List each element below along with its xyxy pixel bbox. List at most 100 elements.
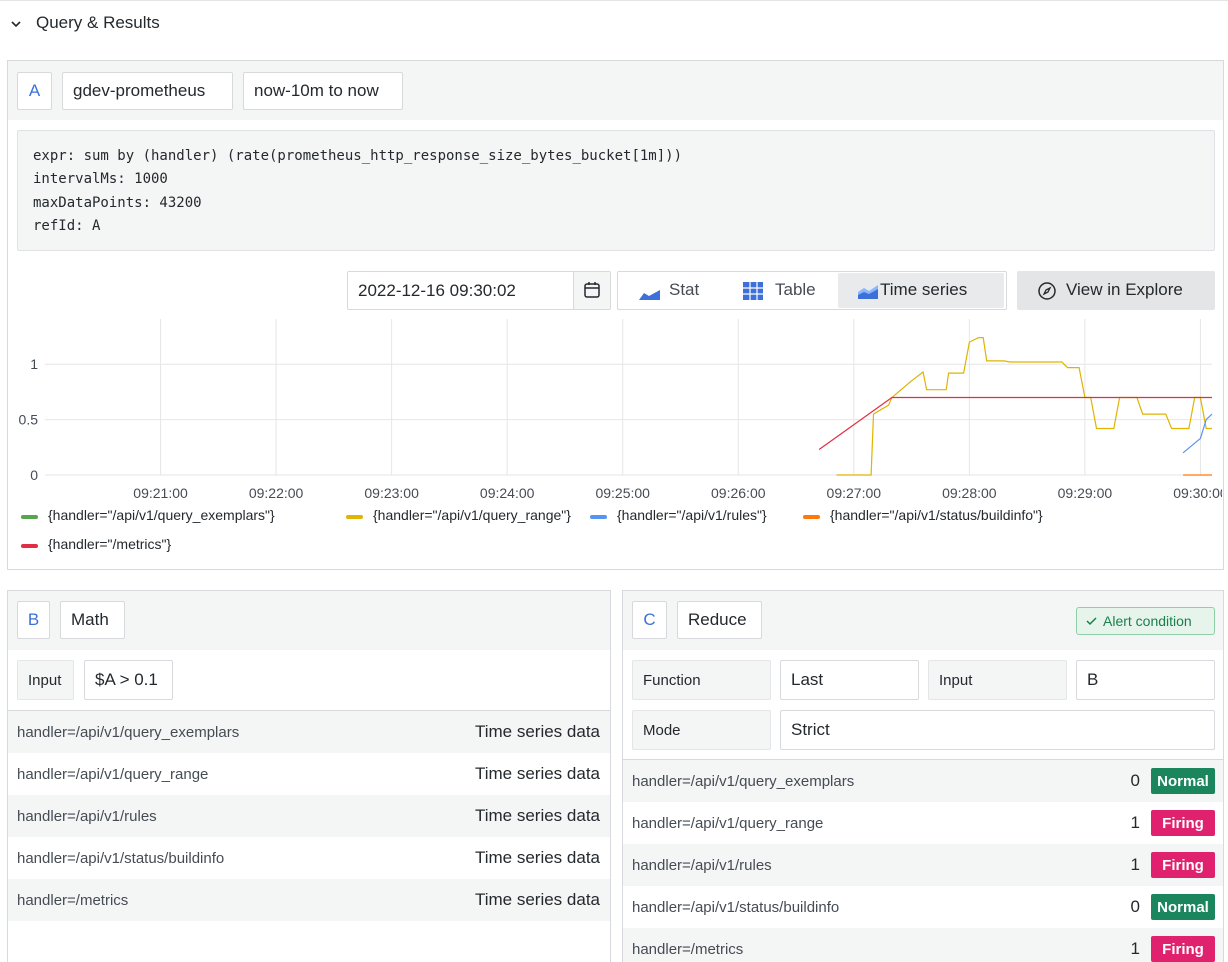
query-code: expr: sum by (handler) (rate(prometheus_… [17, 130, 1215, 251]
top-border [0, 0, 1228, 1]
code-line: expr: sum by (handler) (rate(prometheus_… [33, 148, 683, 164]
x-tick-label: 09:29:00 [1058, 485, 1113, 501]
refid: C [632, 601, 667, 639]
series-label: handler=/metrics [17, 891, 129, 909]
series-label: handler=/api/v1/rules [17, 807, 157, 825]
result-row [623, 844, 1223, 886]
input-select[interactable]: B [1076, 660, 1215, 700]
y-tick-label: 0.5 [19, 412, 39, 428]
y-tick-label: 1 [30, 356, 38, 372]
expression-type: Math [60, 601, 125, 639]
code-line: intervalMs: 1000 [33, 171, 168, 188]
result-row [623, 886, 1223, 928]
y-tick-label: 0 [30, 467, 38, 483]
state-badge: Firing [1151, 810, 1215, 836]
series-line [836, 337, 1212, 476]
result-row [8, 837, 610, 879]
result-row [623, 760, 1223, 802]
x-tick-label: 09:28:00 [942, 485, 997, 501]
series-type: Time series data [474, 764, 600, 783]
state-badge: Firing [1151, 852, 1215, 878]
x-tick-label: 09:23:00 [364, 485, 419, 501]
input-label: Input [17, 660, 74, 700]
view-tab[interactable]: Time series [880, 280, 968, 299]
legend-label[interactable]: {handler="/api/v1/query_exemplars"} [48, 507, 275, 523]
query-panel [7, 60, 1224, 570]
series-label: handler=/api/v1/query_range [632, 814, 824, 832]
state-badge: Normal [1151, 768, 1215, 794]
calendar-icon [584, 282, 600, 298]
state-badge: Firing [1151, 936, 1215, 962]
series-label: handler=/api/v1/query_exemplars [17, 723, 240, 741]
view-in-explore-label[interactable]: View in Explore [1066, 280, 1183, 299]
function-label: Function [632, 660, 771, 700]
series-label: handler=/metrics [632, 940, 744, 958]
legend-label[interactable]: {handler="/api/v1/query_range"} [373, 507, 571, 523]
stat-icon [639, 290, 660, 300]
series-type: Time series data [474, 848, 600, 867]
time-series-icon [858, 285, 878, 299]
table-divider [623, 759, 1223, 760]
code-line: refId: A [33, 217, 101, 234]
mode-select[interactable]: Strict [780, 710, 1215, 750]
legend-label[interactable]: {handler="/api/v1/status/buildinfo"} [830, 507, 1043, 523]
calendar-button[interactable] [573, 272, 610, 309]
series-value: 0 [1130, 771, 1140, 790]
time-range: now-10m to now [243, 72, 403, 110]
legend-swatch [21, 515, 38, 519]
result-row [623, 802, 1223, 844]
table-divider [8, 710, 610, 711]
expression-input[interactable]: $A > 0.1 [84, 660, 173, 700]
section-title[interactable]: Query & Results [36, 13, 160, 32]
refid: A [17, 72, 52, 110]
state-badge: Normal [1151, 894, 1215, 920]
series-value: 1 [1130, 813, 1140, 832]
x-tick-label: 09:30:00 [1173, 485, 1222, 501]
series-label: handler=/api/v1/status/buildinfo [632, 898, 840, 916]
time-series-chart: 0 0.5 1 09:21:00 09:22:00 09:23:00 09:24:00 09:… [19, 319, 1222, 501]
legend-label[interactable]: {handler="/api/v1/rules"} [617, 507, 767, 523]
datasource: gdev-prometheus [62, 72, 233, 110]
series-type: Time series data [474, 722, 600, 741]
series-label: handler=/api/v1/status/buildinfo [17, 849, 225, 867]
view-tab[interactable]: Table [775, 280, 816, 299]
legend-label[interactable]: {handler="/metrics"} [48, 536, 172, 552]
reduce-panel [622, 590, 1224, 962]
result-row [8, 795, 610, 837]
function-input[interactable]: Last [780, 660, 919, 700]
table-icon [743, 282, 763, 300]
timestamp-input[interactable]: 2022-12-16 09:30:02 [347, 271, 611, 310]
series-type: Time series data [474, 806, 600, 825]
check-icon [1086, 617, 1097, 626]
explore-icon [1038, 282, 1056, 300]
result-row [8, 711, 610, 753]
series-label: handler=/api/v1/rules [632, 856, 772, 874]
legend-swatch [803, 515, 820, 519]
expression-type: Reduce [677, 601, 762, 639]
x-tick-label: 09:21:00 [133, 485, 188, 501]
input-label: Input [928, 660, 1067, 700]
x-tick-label: 09:27:00 [827, 485, 882, 501]
series-label: handler=/api/v1/query_exemplars [632, 772, 855, 790]
result-row [8, 879, 610, 921]
series-label: handler=/api/v1/query_range [17, 765, 209, 783]
series-line [1182, 413, 1213, 454]
x-tick-label: 09:24:00 [480, 485, 535, 501]
legend-swatch [21, 544, 38, 548]
alert-condition-badge[interactable]: Alert condition [1076, 607, 1215, 635]
x-tick-label: 09:22:00 [249, 485, 304, 501]
collapse-chevron [11, 21, 21, 28]
view-in-explore-button[interactable] [1017, 271, 1215, 310]
series-type: Time series data [474, 890, 600, 909]
x-tick-label: 09:26:00 [711, 485, 766, 501]
legend-swatch [346, 515, 363, 519]
series-value: 0 [1130, 897, 1140, 916]
series-line [818, 396, 1212, 450]
view-tab[interactable]: Stat [669, 280, 700, 299]
x-tick-label: 09:25:00 [595, 485, 650, 501]
legend-swatch [590, 515, 607, 519]
series-value: 1 [1130, 855, 1140, 874]
refid: B [17, 601, 50, 639]
math-panel [7, 590, 611, 962]
